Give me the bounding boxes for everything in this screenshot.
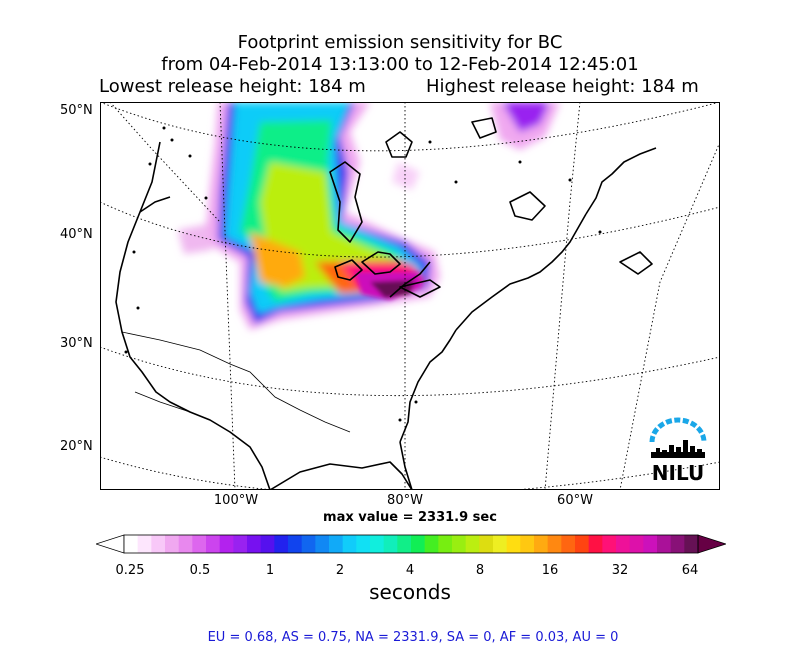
colorbar-swatch: [452, 535, 467, 553]
colorbar-swatch: [479, 535, 494, 553]
colorbar-swatch: [383, 535, 398, 553]
lat-label-50: 50°N: [60, 103, 93, 118]
colorbar-under-arrow: [96, 534, 125, 554]
colorbar-swatch: [178, 535, 193, 553]
colorbar-swatch: [547, 535, 562, 553]
colorbar-swatch: [588, 535, 603, 553]
logo-arc-icon: [649, 417, 707, 443]
colorbar-swatch: [643, 535, 658, 553]
colorbar-tick: 16: [541, 563, 559, 578]
regional-sums: EU = 0.68, AS = 0.75, NA = 2331.9, SA = …: [207, 630, 619, 645]
colorbar-swatch: [124, 535, 139, 553]
colorbar-tick: 32: [611, 563, 629, 578]
colorbar-swatch: [602, 535, 617, 553]
colorbar-swatch: [616, 535, 631, 553]
colorbar-swatch: [233, 535, 248, 553]
lat-label-40: 40°N: [60, 227, 93, 242]
colorbar-swatch: [575, 535, 590, 553]
highest-release-height: Highest release height: 184 m: [426, 76, 699, 97]
colorbar-swatch: [137, 535, 152, 553]
colorbar-swatch: [219, 535, 234, 553]
coastlines: [115, 117, 657, 490]
island-specks: [124, 126, 602, 422]
colorbar: [96, 534, 726, 554]
colorbar-swatch: [534, 535, 549, 553]
colorbar-swatch: [411, 535, 426, 553]
colorbar-swatch: [165, 535, 180, 553]
colorbar-swatch: [329, 535, 344, 553]
colorbar-swatch: [274, 535, 289, 553]
max-value-label: max value = 2331.9 sec: [323, 510, 497, 525]
colorbar-over-arrow: [697, 534, 726, 554]
colorbar-swatch: [438, 535, 453, 553]
colorbar-tick: 1: [265, 563, 275, 578]
colorbar-swatch: [342, 535, 357, 553]
colorbar-swatch: [151, 535, 166, 553]
colorbar-tick: 0.25: [115, 563, 145, 578]
colorbar-swatch: [192, 535, 207, 553]
colorbar-swatch: [424, 535, 439, 553]
graticule: [100, 102, 720, 490]
colorbar-swatch: [629, 535, 644, 553]
lat-label-20: 20°N: [60, 439, 93, 454]
colorbar-swatch: [370, 535, 385, 553]
logo-text: NILU: [652, 461, 704, 482]
colorbar-swatch: [288, 535, 303, 553]
colorbar-tick: 2: [335, 563, 345, 578]
colorbar-swatch: [493, 535, 508, 553]
country-borders: [121, 331, 351, 433]
colorbar-tick: 4: [405, 563, 415, 578]
lon-label-80w: 80°W: [387, 493, 423, 508]
map-period: from 04-Feb-2014 13:13:00 to 12-Feb-2014…: [161, 54, 639, 75]
map-title: Footprint emission sensitivity for BC: [237, 32, 563, 53]
lat-label-30: 30°N: [60, 336, 93, 351]
colorbar-frame: [123, 534, 699, 554]
colorbar-swatch: [684, 535, 699, 553]
colorbar-swatch: [397, 535, 412, 553]
footprint-map: [100, 102, 720, 490]
colorbar-label: seconds: [369, 580, 451, 604]
colorbar-swatch: [561, 535, 576, 553]
colorbar-tick: 64: [681, 563, 699, 578]
colorbar-swatch: [206, 535, 221, 553]
colorbar-swatch: [356, 535, 371, 553]
colorbar-swatch: [315, 535, 330, 553]
lon-label-100w: 100°W: [213, 493, 259, 508]
colorbar-tick: 0.5: [189, 563, 211, 578]
colorbar-swatch: [657, 535, 672, 553]
colorbar-swatch: [670, 535, 685, 553]
colorbar-swatch: [520, 535, 535, 553]
colorbar-swatch: [301, 535, 316, 553]
colorbar-swatch: [506, 535, 521, 553]
colorbar-tick: 8: [475, 563, 485, 578]
nilu-logo: NILU: [649, 417, 707, 482]
lon-label-60w: 60°W: [557, 493, 593, 508]
colorbar-swatch: [465, 535, 480, 553]
sensitivity-plume: [178, 102, 560, 330]
logo-skyline-icon: [651, 440, 705, 458]
colorbar-swatch: [247, 535, 262, 553]
colorbar-swatch: [260, 535, 275, 553]
lowest-release-height: Lowest release height: 184 m: [99, 76, 366, 97]
